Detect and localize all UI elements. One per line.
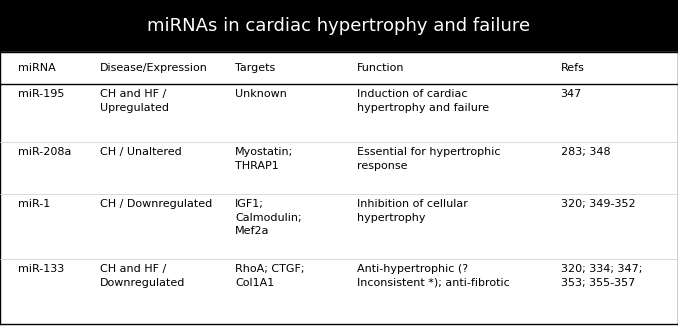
- Text: Disease/Expression: Disease/Expression: [100, 63, 207, 73]
- Text: IGF1;
Calmodulin;
Mef2a: IGF1; Calmodulin; Mef2a: [235, 199, 302, 236]
- Text: Induction of cardiac
hypertrophy and failure: Induction of cardiac hypertrophy and fai…: [357, 89, 490, 113]
- Text: CH / Unaltered: CH / Unaltered: [100, 147, 181, 157]
- Text: CH / Downregulated: CH / Downregulated: [100, 199, 212, 209]
- Text: Unknown: Unknown: [235, 89, 287, 99]
- Text: miR-1: miR-1: [18, 199, 50, 209]
- Bar: [0, 194, 678, 259]
- Text: 320; 334; 347;
353; 355-357: 320; 334; 347; 353; 355-357: [561, 264, 642, 288]
- Text: Inhibition of cellular
hypertrophy: Inhibition of cellular hypertrophy: [357, 199, 468, 223]
- Text: miR-133: miR-133: [18, 264, 64, 274]
- Text: Function: Function: [357, 63, 405, 73]
- Text: Targets: Targets: [235, 63, 275, 73]
- Bar: [0, 259, 678, 324]
- Text: 283; 348: 283; 348: [561, 147, 610, 157]
- Bar: [0, 142, 678, 194]
- Bar: [0, 84, 678, 142]
- Text: CH and HF /
Downregulated: CH and HF / Downregulated: [100, 264, 185, 288]
- Text: Myostatin;
THRAP1: Myostatin; THRAP1: [235, 147, 294, 171]
- Text: Essential for hypertrophic
response: Essential for hypertrophic response: [357, 147, 500, 171]
- Text: Anti-hypertrophic (?
Inconsistent *); anti-fibrotic: Anti-hypertrophic (? Inconsistent *); an…: [357, 264, 510, 288]
- Bar: [0, 52, 678, 84]
- Text: 320; 349-352: 320; 349-352: [561, 199, 635, 209]
- Text: RhoA; CTGF;
Col1A1: RhoA; CTGF; Col1A1: [235, 264, 304, 288]
- Text: Refs: Refs: [561, 63, 584, 73]
- Bar: [0, 0, 678, 52]
- Text: miRNAs in cardiac hypertrophy and failure: miRNAs in cardiac hypertrophy and failur…: [147, 17, 531, 35]
- Text: miRNA: miRNA: [18, 63, 56, 73]
- Text: 347: 347: [561, 89, 582, 99]
- Text: miR-208a: miR-208a: [18, 147, 72, 157]
- Text: miR-195: miR-195: [18, 89, 64, 99]
- Text: CH and HF /
Upregulated: CH and HF / Upregulated: [100, 89, 169, 113]
